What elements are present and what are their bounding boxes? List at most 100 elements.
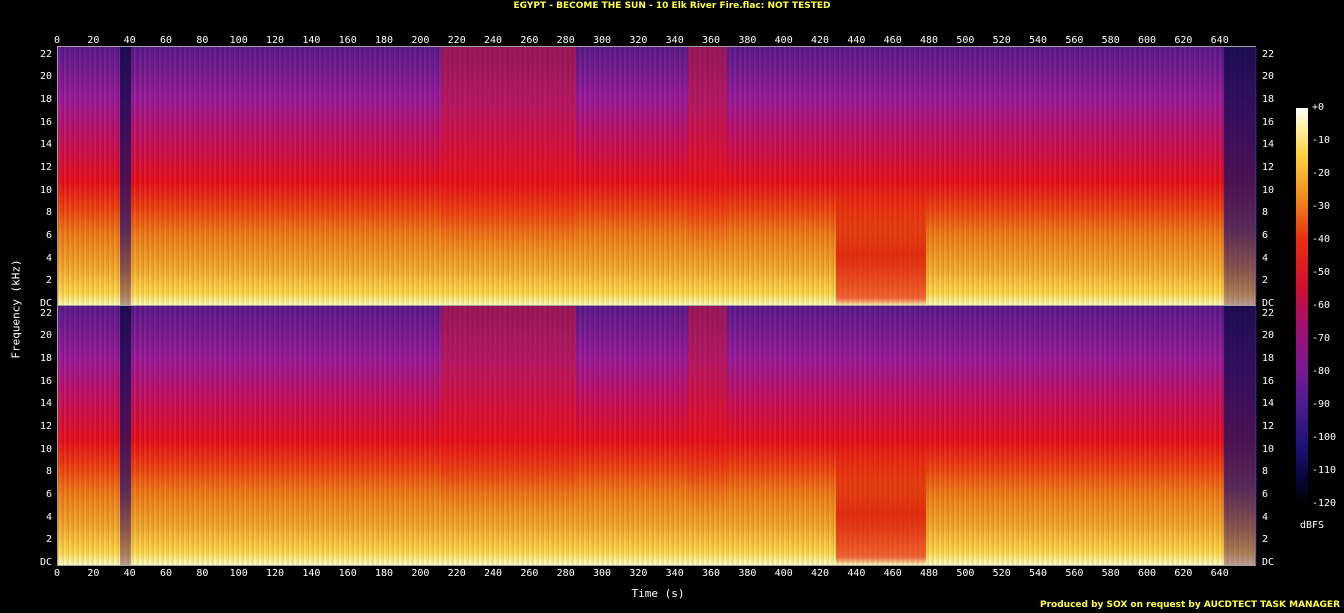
x-tick-label: 280: [556, 35, 575, 46]
y-tick-label: DC: [1262, 557, 1275, 568]
x-tick-label: 320: [629, 35, 648, 46]
colorbar-tick-label: -40: [1312, 234, 1331, 245]
colorbar-tick-label: +0: [1312, 102, 1325, 113]
x-tick-label: 20: [87, 568, 100, 579]
y-tick-label: 22: [40, 48, 53, 60]
y-tick-label: 8: [1262, 466, 1269, 478]
colorbar-label: dBFS: [1300, 520, 1325, 531]
y-tick-label: 8: [46, 207, 53, 219]
y-tick-label: 16: [1262, 116, 1275, 128]
x-tick-label: 480: [920, 568, 939, 579]
x-tick-label: 320: [629, 568, 648, 579]
y-tick-label: 2: [1262, 534, 1269, 546]
footer-credit: Produced by SOX on request by AUCDTECT T…: [1040, 600, 1340, 610]
x-tick-label: 300: [593, 568, 612, 579]
x-tick-label: 540: [1029, 35, 1048, 46]
x-tick-label: 520: [992, 35, 1011, 46]
y-tick-label: 4: [46, 511, 53, 523]
spectrogram-segment: [835, 47, 927, 306]
x-tick-label: 100: [229, 568, 248, 579]
spectrogram-segment: [835, 306, 927, 565]
y-tick-label: 4: [1262, 252, 1269, 264]
y-tick-label: 12: [1262, 162, 1275, 173]
x-tick-label: 480: [920, 35, 939, 46]
x-tick-label: 400: [774, 568, 793, 579]
x-tick-label: 560: [1065, 35, 1084, 46]
x-tick-label: 440: [847, 568, 866, 579]
y-tick-label: 10: [40, 184, 53, 196]
colorbar-tick-label: -100: [1312, 432, 1337, 443]
y-tick-label: 10: [1262, 184, 1275, 196]
colorbar-tick-label: -60: [1312, 300, 1331, 311]
y-tick-label: 10: [40, 443, 53, 455]
x-tick-label: 640: [1210, 568, 1229, 579]
x-tick-label: 200: [411, 35, 430, 46]
x-tick-label: 220: [447, 35, 466, 46]
y-tick-label: 2: [1262, 275, 1269, 287]
x-tick-label: 160: [338, 35, 357, 46]
x-tick-label: 160: [338, 568, 357, 579]
y-tick-label: 18: [40, 94, 53, 105]
y-tick-label: 12: [1262, 421, 1275, 432]
y-tick-label: 8: [46, 466, 53, 478]
x-tick-label: 0: [54, 35, 61, 46]
x-tick-label: 380: [738, 35, 757, 46]
x-tick-label: 340: [665, 35, 684, 46]
x-tick-label: 80: [196, 35, 209, 46]
x-tick-label: 440: [847, 35, 866, 46]
y-tick-label: 14: [1262, 398, 1275, 410]
x-tick-label: 60: [160, 35, 173, 46]
chart-title: EGYPT - BECOME THE SUN - 10 Elk River Fi…: [513, 1, 831, 11]
x-tick-label: 40: [123, 568, 136, 579]
spectrogram-segment: [688, 306, 727, 565]
y-tick-label: 6: [46, 489, 53, 500]
y-tick-label: 18: [1262, 94, 1275, 105]
x-tick-label: 120: [266, 568, 285, 579]
x-tick-label: 60: [160, 568, 173, 579]
colorbar-tick-label: -30: [1312, 201, 1331, 212]
x-tick-label: 600: [1138, 568, 1157, 579]
x-tick-label: 200: [411, 568, 430, 579]
x-tick-label: 360: [702, 35, 721, 46]
spectrogram-segment: [119, 47, 131, 306]
y-tick-label: 20: [1262, 330, 1275, 342]
y-tick-label: 6: [1262, 489, 1269, 500]
x-tick-label: 460: [883, 35, 902, 46]
spectrogram-channel-2: [57, 305, 1257, 566]
y-tick-label: 22: [1262, 48, 1275, 60]
x-tick-label: 400: [774, 35, 793, 46]
x-tick-label: 40: [123, 35, 136, 46]
y-axis-label: Frequency (kHz): [9, 259, 23, 359]
x-tick-label: 620: [1174, 568, 1193, 579]
x-tick-label: 240: [484, 35, 503, 46]
y-tick-label: 12: [40, 162, 53, 173]
y-tick-label: 22: [40, 307, 53, 319]
x-tick-label: 20: [87, 35, 100, 46]
spectrogram-segment: [441, 47, 576, 306]
x-tick-label: 260: [520, 35, 539, 46]
colorbar-tick-label: -10: [1312, 135, 1331, 146]
y-tick-label: 4: [46, 252, 53, 264]
x-tick-label: 620: [1174, 35, 1193, 46]
y-tick-label: 22: [1262, 307, 1275, 319]
x-tick-label: 500: [956, 568, 975, 579]
y-tick-label: 6: [1262, 230, 1269, 241]
x-tick-label: 260: [520, 568, 539, 579]
x-tick-label: 420: [811, 35, 830, 46]
colorbar-tick-label: -110: [1312, 465, 1337, 476]
y-tick-label: 14: [40, 398, 53, 410]
x-tick-label: 120: [266, 35, 285, 46]
x-tick-label: 180: [375, 568, 394, 579]
spectrogram-channel-1: [57, 46, 1257, 307]
colorbar-tick-label: -80: [1312, 366, 1331, 377]
spectrogram-segment: [441, 306, 576, 565]
x-tick-label: 220: [447, 568, 466, 579]
y-tick-label: 20: [40, 330, 53, 342]
y-tick-label: 20: [40, 71, 53, 83]
x-tick-label: 580: [1101, 35, 1120, 46]
x-tick-label: 240: [484, 568, 503, 579]
y-tick-label: 16: [1262, 375, 1275, 387]
x-tick-label: 580: [1101, 568, 1120, 579]
x-tick-label: 300: [593, 35, 612, 46]
x-tick-label: 280: [556, 568, 575, 579]
